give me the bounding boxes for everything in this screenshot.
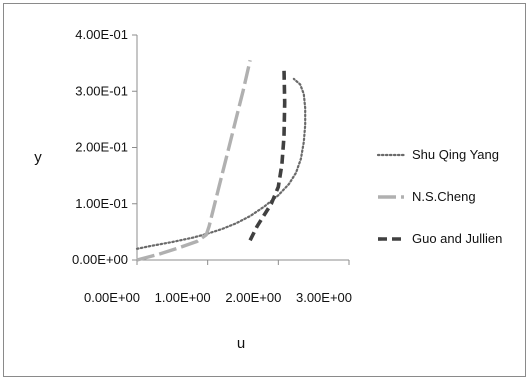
x-tick-label: 1.00E+00 <box>155 290 211 305</box>
chart-frame <box>3 3 526 377</box>
y-axis-title: y <box>34 149 42 166</box>
y-tick-label: 1.00E-01 <box>75 196 128 211</box>
y-tick-label: 2.00E-01 <box>75 140 128 155</box>
series-line-2 <box>136 59 252 262</box>
series-line-1 <box>135 77 307 250</box>
legend-label-3: Guo and Jullien <box>412 231 502 246</box>
series-layer <box>135 59 307 262</box>
legend-label-1: Shu Qing Yang <box>412 147 499 162</box>
x-tick-label: 3.00E+00 <box>296 290 352 305</box>
x-tick-label: 0.00E+00 <box>84 290 140 305</box>
y-tick-label: 3.00E-01 <box>75 83 128 98</box>
x-tick-label: 2.00E+00 <box>225 290 281 305</box>
legend-label-2: N.S.Cheng <box>412 189 476 204</box>
legend: Shu Qing Yang N.S.Cheng Guo and Jullien <box>376 147 502 246</box>
axes-layer: 0.00E+00 1.00E-01 2.00E-01 3.00E-01 4.00E-01… <box>72 27 352 305</box>
y-tick-label: 4.00E-01 <box>75 27 128 42</box>
x-axis-title: u <box>237 335 245 352</box>
y-tick-label: 0.00E+00 <box>72 252 128 267</box>
series-line-3 <box>248 68 287 242</box>
